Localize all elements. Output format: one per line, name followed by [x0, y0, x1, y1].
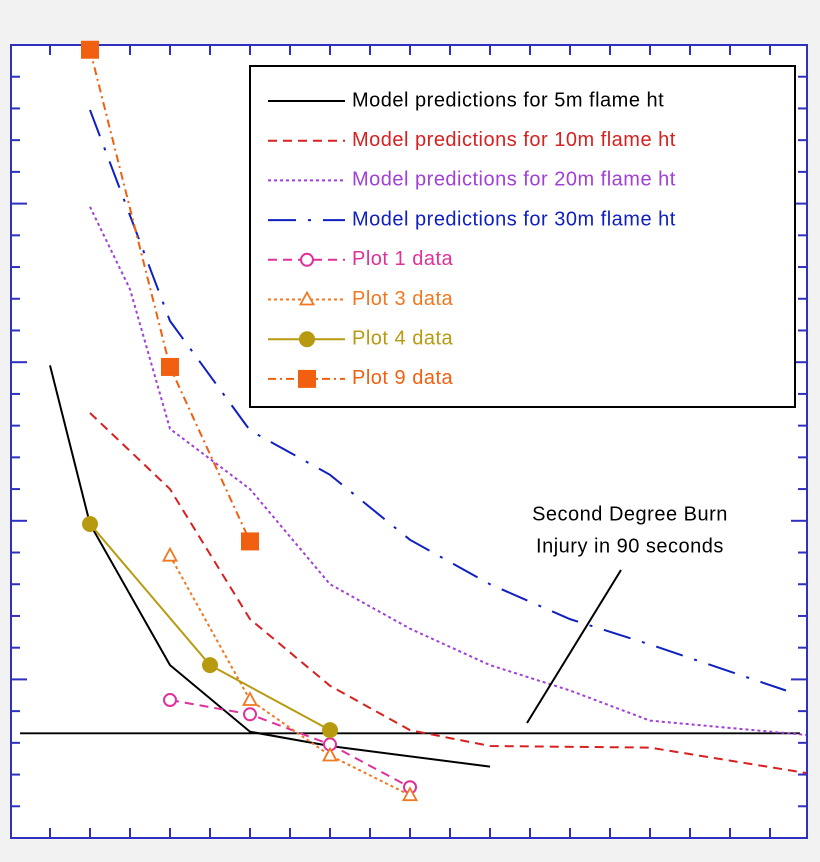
ticks: [11, 45, 807, 838]
marker: [163, 693, 177, 708]
legend-label: Plot 4 data: [352, 327, 454, 349]
legend-label: Model predictions for 30m flame ht: [352, 208, 676, 230]
annotation-text: Injury in 90 seconds: [536, 535, 724, 557]
marker: [82, 515, 98, 532]
legend-label: Model predictions for 10m flame ht: [352, 129, 676, 151]
legend: Model predictions for 5m flame ht Model p…: [249, 65, 796, 408]
annotation-text: Second Degree Burn: [532, 503, 728, 525]
marker: [81, 40, 99, 59]
series-line: [169, 555, 411, 797]
legend-box: [249, 65, 796, 408]
marker: [298, 290, 316, 306]
series-line: [89, 206, 807, 736]
legend-label: Plot 1 data: [352, 248, 454, 270]
marker: [322, 722, 338, 739]
marker: [241, 691, 259, 706]
series-line: [89, 412, 807, 774]
series: [20, 40, 807, 802]
marker: [401, 786, 419, 802]
legend-label: Plot 9 data: [352, 367, 454, 389]
series-line: [49, 365, 491, 768]
marker: [299, 331, 315, 348]
legend-label: Model predictions for 5m flame ht: [352, 89, 664, 111]
marker: [243, 707, 257, 722]
annotation-leader: [526, 569, 622, 724]
marker: [300, 252, 314, 267]
annotation: Second Degree Burn Injury in 90 seconds: [526, 503, 728, 724]
marker: [241, 532, 259, 551]
marker: [161, 357, 179, 376]
legend-label: Plot 3 data: [352, 288, 454, 310]
marker: [202, 657, 218, 674]
series-line: [89, 109, 787, 692]
legend-label: Model predictions for 20m flame ht: [352, 169, 676, 191]
marker: [321, 746, 339, 762]
series-line: [169, 699, 411, 789]
marker: [298, 369, 316, 388]
marker: [161, 546, 179, 562]
